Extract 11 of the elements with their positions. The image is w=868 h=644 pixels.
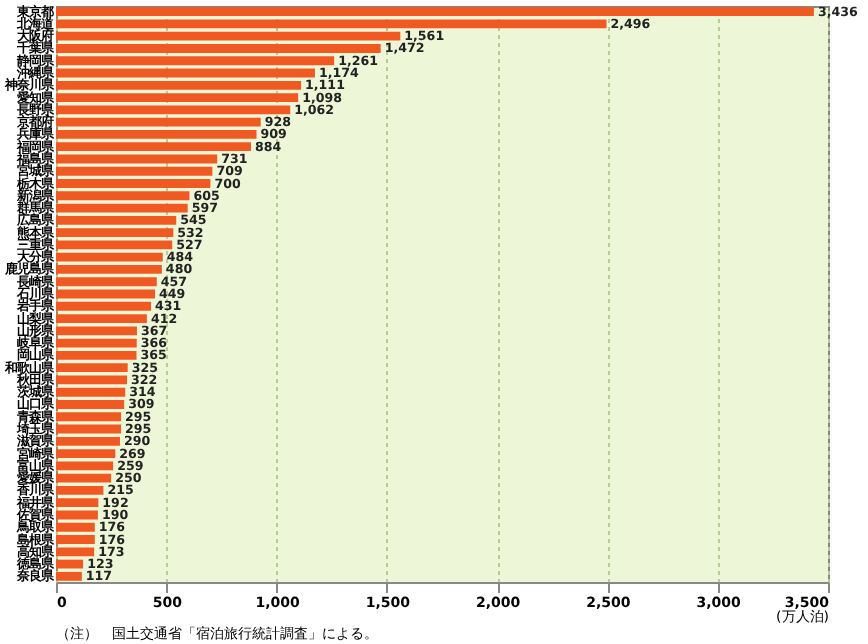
bar <box>56 510 98 520</box>
bar <box>56 375 128 385</box>
bar <box>56 559 84 569</box>
bar <box>56 7 814 17</box>
bar <box>56 19 607 29</box>
bar <box>56 154 218 164</box>
bar <box>56 289 156 299</box>
bar <box>56 203 188 213</box>
bar <box>56 571 82 581</box>
bar <box>56 68 315 78</box>
bar <box>56 424 122 434</box>
